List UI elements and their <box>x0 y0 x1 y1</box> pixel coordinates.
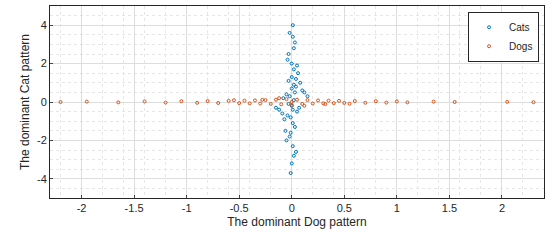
svg-text:-2: -2 <box>77 202 87 214</box>
svg-text:2: 2 <box>499 202 505 214</box>
svg-text:-2: -2 <box>37 134 47 146</box>
svg-text:The dominant Cat pattern: The dominant Cat pattern <box>18 34 32 170</box>
svg-text:0: 0 <box>289 202 295 214</box>
svg-text:1: 1 <box>394 202 400 214</box>
svg-text:2: 2 <box>41 57 47 69</box>
svg-text:The dominant Dog pattern: The dominant Dog pattern <box>227 215 366 229</box>
svg-text:-1.5: -1.5 <box>125 202 144 214</box>
svg-text:Cats: Cats <box>509 22 530 33</box>
svg-text:-1: -1 <box>182 202 192 214</box>
svg-text:1.5: 1.5 <box>442 202 457 214</box>
svg-text:0.5: 0.5 <box>337 202 352 214</box>
svg-text:Dogs: Dogs <box>509 41 532 52</box>
svg-text:-0.5: -0.5 <box>230 202 249 214</box>
svg-text:4: 4 <box>41 19 47 31</box>
svg-text:-4: -4 <box>37 173 47 185</box>
svg-text:0: 0 <box>41 96 47 108</box>
